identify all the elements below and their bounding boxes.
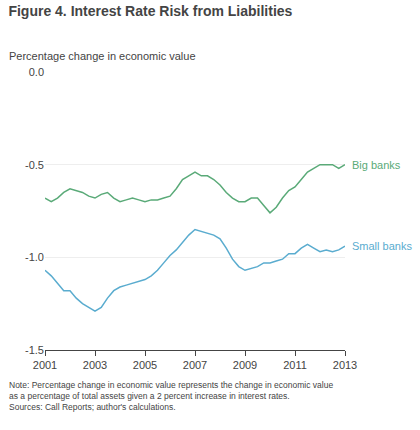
svg-text:2007: 2007 [183, 359, 207, 371]
svg-text:Percentage change in economic: Percentage change in economic value [9, 50, 196, 62]
svg-text:0.0: 0.0 [29, 66, 44, 78]
svg-text:2009: 2009 [233, 359, 257, 371]
svg-text:Note: Percentage change in eco: Note: Percentage change in economic valu… [9, 380, 333, 412]
svg-text:Figure 4. Interest Rate Risk f: Figure 4. Interest Rate Risk from Liabil… [8, 3, 292, 19]
svg-text:-0.5: -0.5 [25, 159, 44, 171]
svg-text:2001: 2001 [33, 359, 57, 371]
svg-text:Big banks: Big banks [352, 159, 401, 171]
svg-text:-1.0: -1.0 [25, 251, 44, 263]
svg-text:2013: 2013 [333, 359, 357, 371]
svg-text:Small banks: Small banks [352, 240, 412, 252]
svg-text:2005: 2005 [133, 359, 157, 371]
svg-text:2011: 2011 [283, 359, 307, 371]
svg-text:-1.5: -1.5 [25, 344, 44, 356]
svg-text:2003: 2003 [83, 359, 107, 371]
